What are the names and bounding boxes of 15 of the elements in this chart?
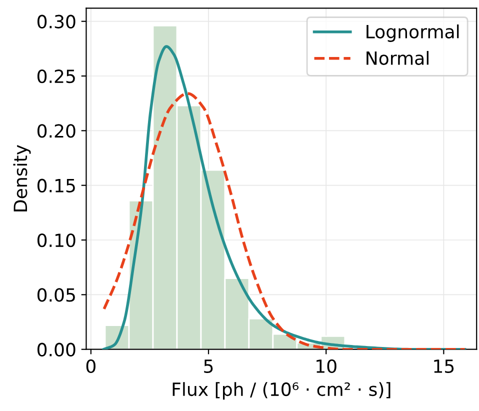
y-tick-label: 0.10 [37, 233, 76, 248]
y-tick-label: 0.20 [37, 124, 76, 138]
y-tick-label: 0.25 [37, 69, 75, 84]
legend-label: Lognormal [366, 24, 459, 42]
x-tick-label: 5 [204, 360, 213, 374]
y-axis-title: Density [13, 145, 31, 212]
y-tick-label: 0.15 [37, 178, 75, 192]
x-tick-label: 15 [434, 360, 454, 374]
x-tick-label: 0 [86, 359, 96, 374]
x-axis-title: Flux [ph / (10⁶ · cm² · s)] [172, 382, 390, 400]
legend-label: Normal [366, 50, 428, 65]
y-tick-label: 0.30 [37, 14, 76, 28]
y-tick-label: 0.00 [37, 342, 76, 356]
y-tick-label: 0.05 [37, 288, 75, 302]
x-tick-label: 10 [316, 359, 336, 374]
